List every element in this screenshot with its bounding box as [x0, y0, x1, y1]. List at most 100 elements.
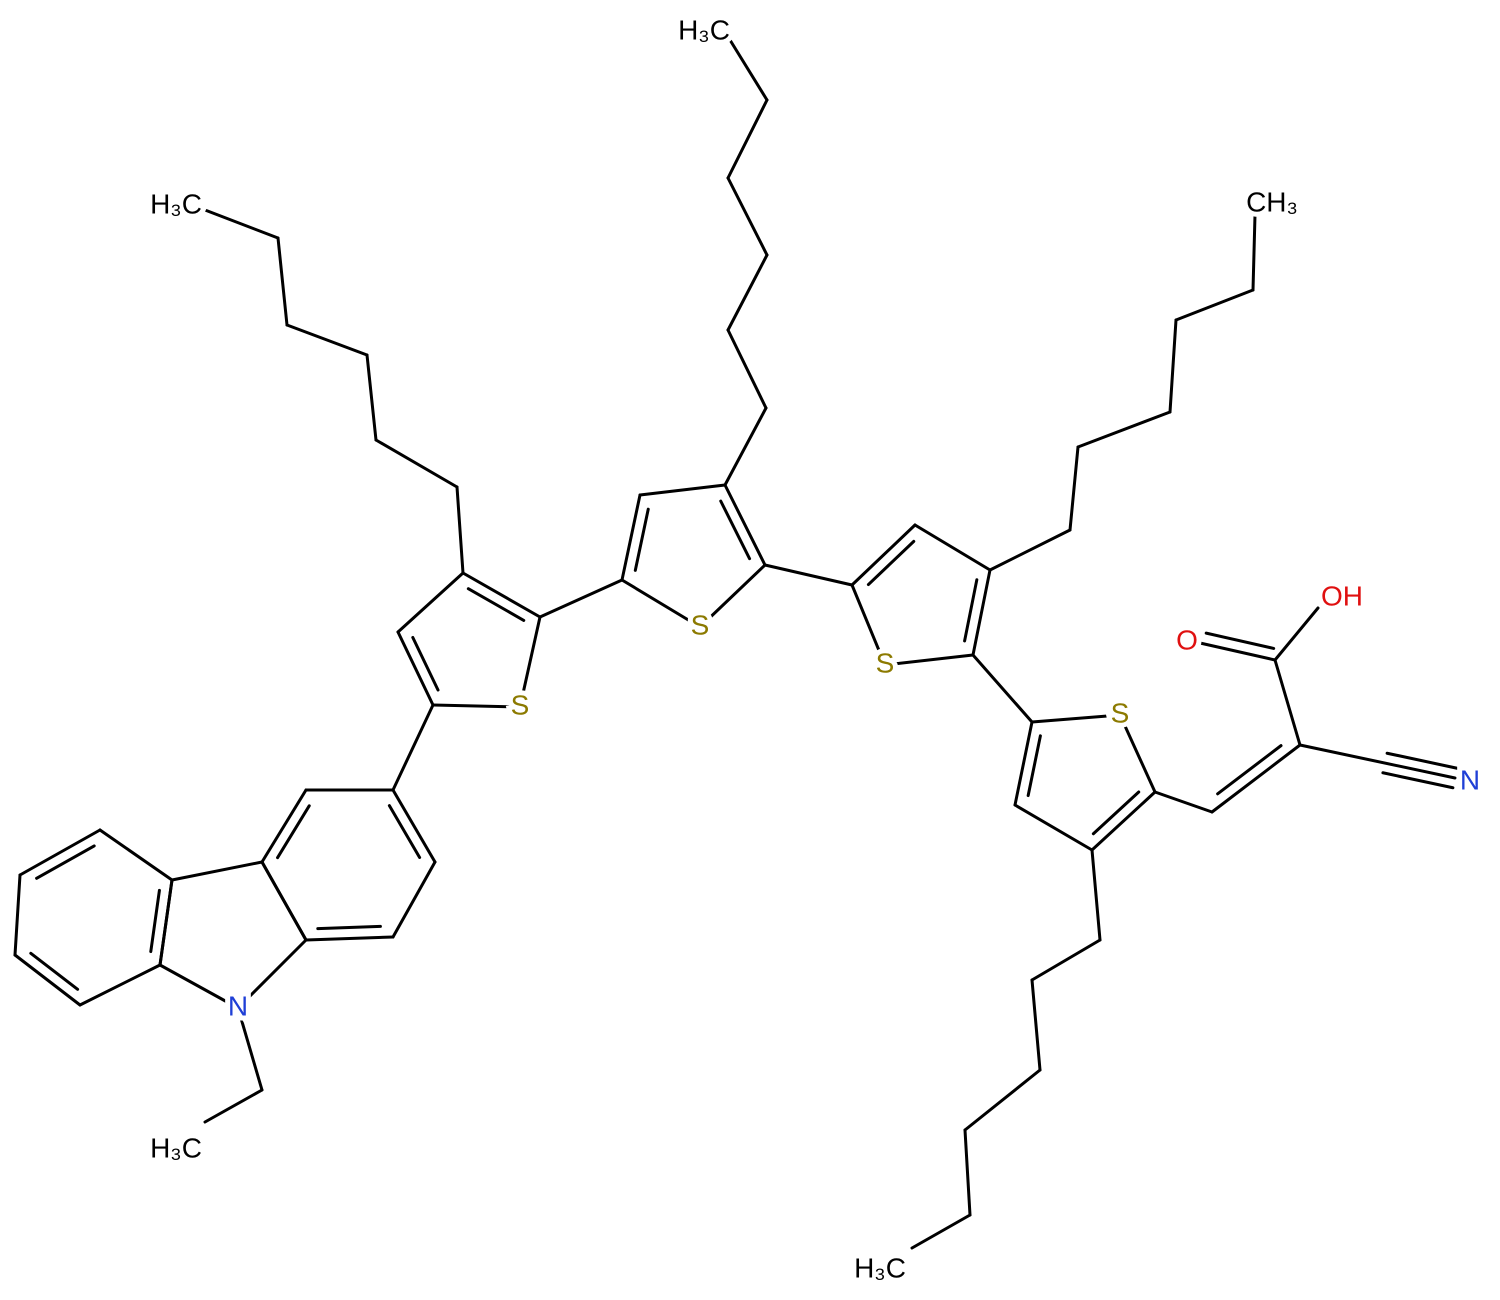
bond: [971, 653, 1034, 724]
atom-label: OH: [1321, 580, 1363, 611]
bond: [1068, 445, 1080, 532]
bond: [1090, 848, 1102, 942]
bond: [726, 253, 769, 332]
bond: [518, 615, 542, 709]
bond: [316, 924, 382, 931]
bond: [723, 483, 767, 567]
bond: [455, 485, 465, 575]
bond: [866, 539, 916, 587]
atom-label: H₃C: [150, 1132, 202, 1163]
bond: [18, 828, 102, 877]
bond: [1091, 790, 1141, 836]
bond: [396, 571, 465, 634]
bond: [1168, 318, 1178, 414]
atom-label: CH₃: [1246, 186, 1298, 217]
bond: [260, 860, 308, 942]
bond: [260, 788, 308, 864]
bond: [1204, 631, 1276, 650]
bond: [1026, 734, 1042, 798]
bond: [13, 873, 22, 957]
bond: [158, 963, 240, 1010]
bond: [963, 1068, 1042, 1132]
bond: [304, 935, 395, 942]
bond: [1198, 641, 1277, 662]
atom-label: S: [1111, 697, 1130, 728]
bond: [391, 860, 437, 939]
atom-label: O: [1176, 624, 1198, 655]
atom-label: N: [1460, 764, 1480, 795]
atom-label: H₃C: [678, 14, 730, 45]
bond: [1013, 720, 1034, 807]
bond: [411, 635, 440, 692]
bond: [365, 353, 378, 442]
bond: [723, 406, 768, 487]
bond: [963, 1128, 972, 1217]
bond: [988, 528, 1072, 572]
bond: [1385, 751, 1459, 770]
bond: [1118, 713, 1157, 794]
bond: [158, 878, 174, 967]
bond: [387, 804, 422, 859]
bond: [910, 1213, 972, 1250]
atom-labels: H₃C H₃C CH₃ H₃C H₃C S S S S N N O OH: [145, 9, 1485, 1288]
bond: [633, 507, 650, 572]
atom-label: S: [511, 689, 530, 720]
bond: [98, 828, 174, 882]
bond: [374, 438, 459, 489]
bond: [1013, 803, 1094, 852]
bond: [638, 483, 727, 497]
bond: [850, 523, 917, 587]
bond: [971, 568, 992, 657]
bond: [726, 328, 768, 410]
atom-label: S: [876, 647, 895, 678]
bond: [203, 208, 280, 240]
bond: [1273, 606, 1320, 662]
bond: [1153, 790, 1214, 814]
bond: [466, 587, 526, 622]
bond: [698, 563, 767, 629]
bond: [913, 523, 992, 572]
bond: [13, 953, 82, 1007]
atom-label: H₃C: [854, 1252, 906, 1283]
bond: [763, 563, 854, 587]
bond: [391, 788, 437, 864]
bond: [391, 703, 435, 792]
bond: [1030, 938, 1102, 982]
bond: [963, 578, 979, 643]
bond: [431, 703, 522, 709]
bond: [396, 630, 435, 707]
bond: [620, 578, 702, 629]
bond: [236, 938, 308, 1010]
bond: [35, 844, 96, 880]
bond: [620, 493, 642, 582]
bond: [149, 888, 161, 954]
bond: [1251, 213, 1257, 292]
bond: [719, 499, 752, 561]
bond: [236, 1006, 264, 1092]
atom-label: H₃C: [150, 188, 202, 219]
bond: [1273, 658, 1302, 747]
bond: [883, 653, 975, 667]
bond: [1030, 713, 1122, 724]
bond: [285, 323, 369, 357]
bond: [78, 963, 162, 1007]
bond: [1210, 743, 1302, 814]
bond: [1381, 771, 1455, 790]
atom-label: S: [691, 609, 710, 640]
bond: [1090, 790, 1157, 852]
bond: [1076, 410, 1172, 449]
bond: [1174, 288, 1255, 322]
bond: [461, 571, 542, 619]
bond: [203, 1088, 264, 1124]
bond: [728, 38, 769, 102]
bond: [726, 98, 769, 180]
bond: [276, 804, 311, 860]
atom-label: N: [228, 990, 248, 1021]
bonds: [13, 38, 1459, 1250]
bond: [276, 236, 289, 327]
bond: [170, 860, 264, 882]
bond: [1298, 743, 1457, 780]
bond: [850, 583, 887, 667]
bond: [726, 176, 769, 257]
